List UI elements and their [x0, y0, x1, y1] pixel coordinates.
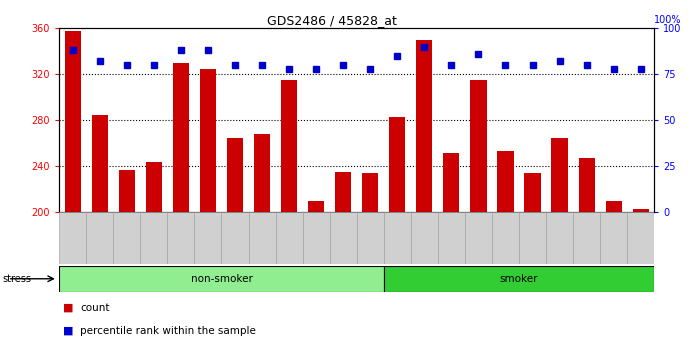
Bar	[633, 209, 649, 212]
Bar	[383, 266, 654, 292]
Text: GDS2486 / 45828_at: GDS2486 / 45828_at	[267, 14, 397, 27]
Bar	[606, 201, 622, 212]
Text: non-smoker: non-smoker	[191, 274, 253, 284]
Bar	[248, 212, 276, 264]
Bar	[551, 138, 568, 212]
Bar	[276, 212, 303, 264]
Bar	[416, 40, 432, 212]
Text: ■: ■	[63, 326, 73, 336]
Bar	[92, 115, 108, 212]
Bar	[519, 212, 546, 264]
Bar	[357, 212, 383, 264]
Bar	[59, 266, 383, 292]
Bar	[546, 212, 573, 264]
Bar	[335, 172, 351, 212]
Bar	[438, 212, 465, 264]
Bar	[383, 212, 411, 264]
Text: percentile rank within the sample: percentile rank within the sample	[80, 326, 256, 336]
Text: 100%: 100%	[654, 15, 682, 25]
Bar	[281, 80, 297, 212]
Bar	[308, 201, 324, 212]
Bar	[200, 69, 216, 212]
Bar	[221, 212, 248, 264]
Bar	[600, 212, 627, 264]
Bar	[411, 212, 438, 264]
Bar	[141, 212, 167, 264]
Bar	[167, 212, 194, 264]
Bar	[194, 212, 221, 264]
Bar	[173, 63, 189, 212]
Bar	[254, 134, 270, 212]
Bar	[578, 158, 595, 212]
Bar	[86, 212, 113, 264]
Text: count: count	[80, 303, 109, 313]
Text: ■: ■	[63, 303, 73, 313]
Text: smoker: smoker	[500, 274, 538, 284]
Bar	[118, 170, 135, 212]
Bar	[145, 162, 162, 212]
Bar	[492, 212, 519, 264]
Bar	[573, 212, 600, 264]
Bar	[303, 212, 330, 264]
Bar	[362, 173, 379, 212]
Bar	[330, 212, 357, 264]
Bar	[498, 152, 514, 212]
Bar	[227, 138, 243, 212]
Bar	[443, 153, 459, 212]
Bar	[59, 212, 86, 264]
Text: stress: stress	[2, 274, 31, 284]
Bar	[65, 30, 81, 212]
Bar	[389, 117, 405, 212]
Bar	[627, 212, 654, 264]
Bar	[524, 173, 541, 212]
Bar	[113, 212, 141, 264]
Bar	[470, 80, 487, 212]
Bar	[465, 212, 492, 264]
